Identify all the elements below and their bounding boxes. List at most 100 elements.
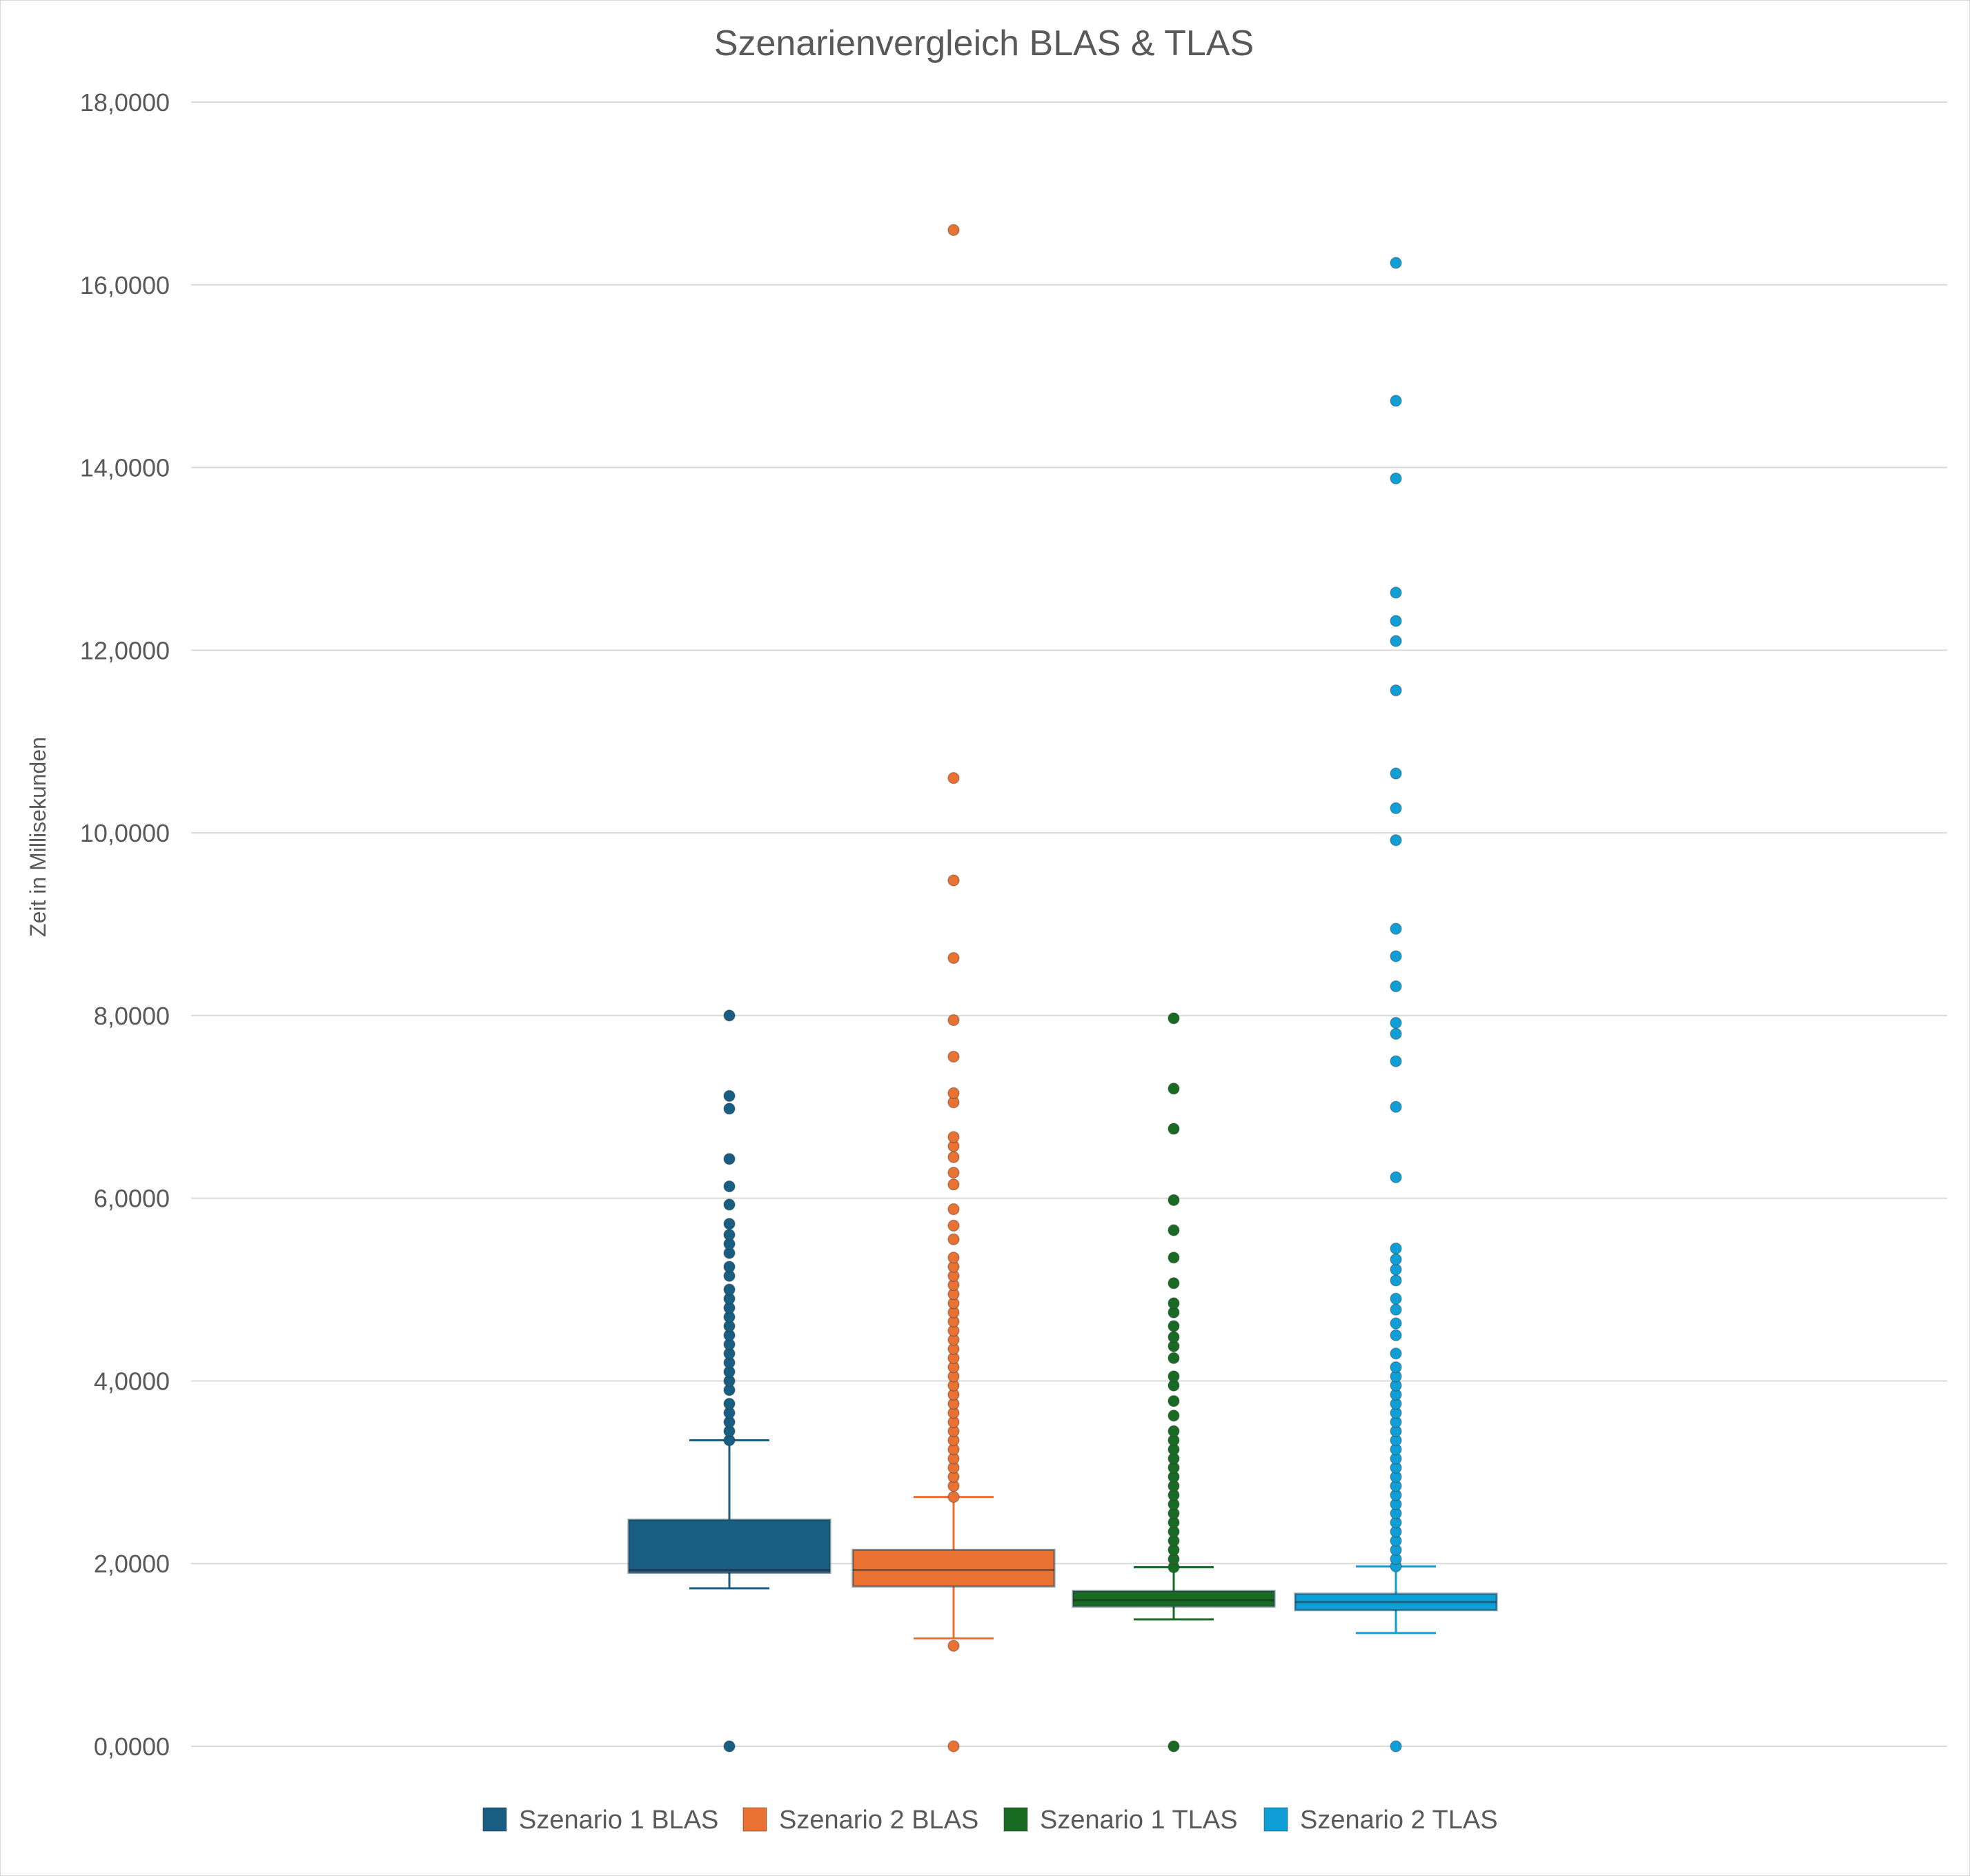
outlier-point [947,1233,960,1245]
outlier-point [1168,1394,1180,1408]
outlier-point [1168,1352,1180,1365]
outlier-point [947,1251,960,1264]
legend-swatch [1263,1807,1288,1832]
outlier-point [723,1228,736,1241]
y-tick-label: 4,0000 [94,1367,170,1395]
outlier-point [1390,635,1402,647]
legend-label: Szenario 2 BLAS [779,1806,978,1835]
outlier-point [723,1152,736,1165]
outlier-point [723,1740,736,1752]
outlier-point [723,1009,736,1022]
outlier-point [1390,1242,1402,1255]
outlier-point [1390,767,1402,780]
y-tick-label: 10,0000 [80,819,170,847]
outlier-point [723,1198,736,1211]
outlier-point [947,1490,960,1503]
outlier-point [1390,586,1402,599]
outlier-point [1390,1100,1402,1114]
outlier-point [947,1166,960,1179]
y-tick-label: 18,0000 [80,88,170,117]
outlier-point [1390,833,1402,847]
outlier-point [1390,684,1402,697]
outlier-point [1390,980,1402,993]
outlier-point [947,1131,960,1143]
box-group [1072,1012,1276,1752]
gridlines [191,101,1947,1747]
outlier-point [1168,1370,1180,1383]
outlier-point [1390,1055,1402,1067]
outlier-point [1390,615,1402,627]
outlier-point [1390,1347,1402,1360]
outlier-point [1390,950,1402,962]
outlier-point [1390,1292,1402,1305]
outlier-point [947,1219,960,1232]
outlier-point [947,1740,960,1752]
outlier-point [1390,922,1402,935]
box [627,1519,831,1574]
outlier-point [1390,1740,1402,1752]
legend-swatch [482,1807,507,1832]
outlier-point [1168,1277,1180,1290]
outlier-point [1390,1317,1402,1330]
box-group [1294,257,1498,1752]
outlier-point [947,1087,960,1100]
outlier-point [947,1014,960,1027]
outlier-point [947,951,960,965]
y-tick-label: 8,0000 [94,1002,170,1030]
outlier-point [947,224,960,237]
outlier-point [1168,1320,1180,1332]
outlier-point [723,1283,736,1296]
legend-swatch [1003,1807,1028,1832]
legend: Szenario 1 BLAS Szenario 2 BLAS Szenario 1… [482,1806,1498,1835]
outlier-point [1390,1303,1402,1316]
y-tick-label: 2,0000 [94,1550,170,1578]
legend-label: Szenario 1 TLAS [1040,1806,1238,1835]
legend-label: Szenario 1 BLAS [519,1806,718,1835]
outlier-point [1390,802,1402,815]
outlier-point [1390,472,1402,485]
y-axis-label: Zeit in Millisekunden [26,737,50,937]
outlier-point [1168,1194,1180,1207]
y-tick-label: 6,0000 [94,1185,170,1213]
outlier-point [947,1050,960,1063]
outlier-point [947,1639,960,1652]
y-tick-label: 0,0000 [94,1732,170,1761]
outlier-point [1168,1083,1180,1095]
outlier-point [1390,1171,1402,1183]
box [851,1548,1056,1588]
outlier-point [1390,1016,1402,1029]
outlier-point [723,1397,736,1410]
legend-label: Szenario 2 TLAS [1300,1806,1498,1835]
outlier-point [1168,1740,1180,1752]
boxes [627,224,1498,1752]
box [1294,1592,1498,1612]
outlier-point [1390,1361,1402,1374]
outlier-point [723,1217,736,1230]
outlier-point [947,1203,960,1216]
outlier-point [947,1151,960,1163]
chart-title: Szenarienvergleich BLAS & TLAS [714,23,1254,63]
legend-swatch [742,1807,767,1832]
outlier-point [723,1261,736,1273]
outlier-point [947,874,960,887]
outlier-point [1390,1253,1402,1266]
y-tick-label: 14,0000 [80,454,170,482]
outlier-point [1168,1331,1180,1343]
outlier-point [723,1180,736,1193]
outlier-point [1168,1123,1180,1135]
outlier-point [1390,1263,1402,1276]
outlier-point [1168,1012,1180,1025]
outlier-point [1168,1425,1180,1438]
outlier-point [1168,1251,1180,1264]
y-tick-label: 12,0000 [80,636,170,664]
outlier-point [1390,1329,1402,1341]
outlier-point [1390,1027,1402,1040]
box-group [851,224,1056,1752]
box-group [627,1009,831,1752]
outlier-point [947,771,960,784]
outlier-point [1390,257,1402,269]
outlier-point [1390,395,1402,407]
box [1072,1590,1276,1608]
outlier-point [723,1089,736,1103]
